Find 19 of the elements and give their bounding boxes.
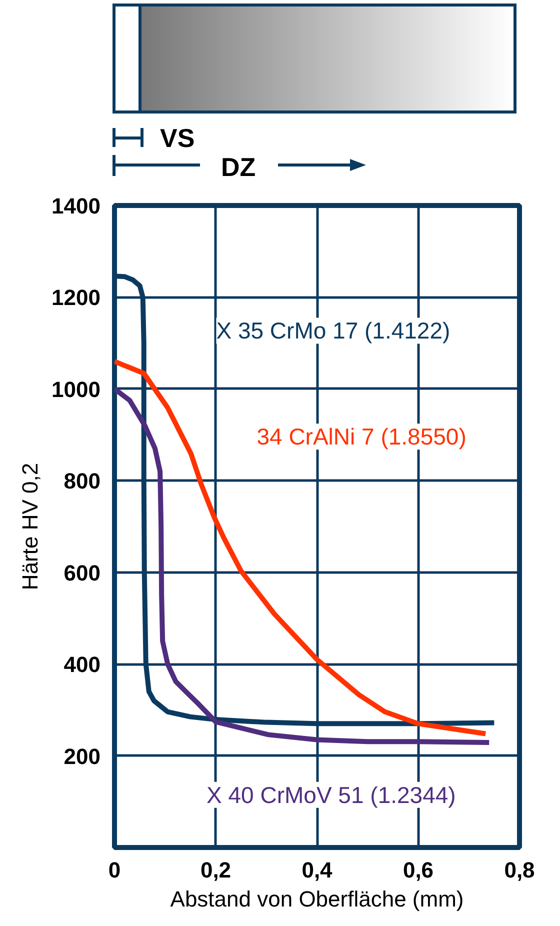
series-label: X 40 CrMoV 51 (1.2344) [206, 782, 456, 808]
text: X 35 CrMo 17 (1.4122) [216, 318, 450, 344]
x-tick-label: 0 [108, 858, 121, 882]
y-tick-label: 800 [64, 468, 101, 494]
y-tick-label: 1200 [52, 285, 101, 310]
x-tick-label: 0,6 [402, 858, 434, 882]
text: 34 CrAlNi 7 (1.8550) [256, 424, 466, 450]
y-axis-title: Härte HV 0,2 [18, 462, 43, 590]
text: DZ [221, 152, 256, 182]
y-tick-label: 400 [64, 652, 101, 678]
text: VS [160, 123, 195, 153]
y-tick-label: 600 [64, 560, 101, 586]
x-axis-title: Abstand von Oberfläche (mm) [170, 886, 464, 912]
y-tick-label: 1000 [52, 376, 101, 402]
y-tick-label: 1400 [52, 194, 101, 218]
x-tick-label: 0,8 [504, 858, 535, 882]
x-tick-label: 0,4 [302, 858, 334, 882]
y-tick-label: 200 [64, 744, 101, 769]
x-tick-label: 0,2 [200, 858, 232, 882]
